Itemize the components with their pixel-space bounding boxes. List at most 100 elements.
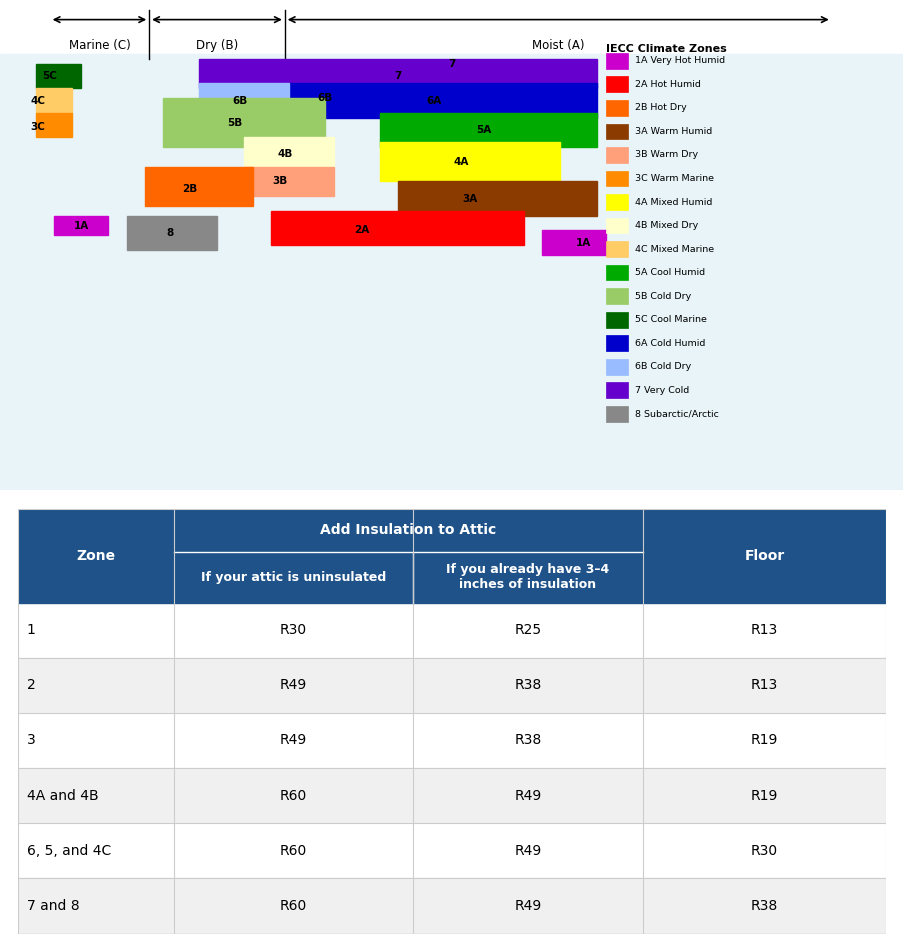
Text: 1A Very Hot Humid: 1A Very Hot Humid <box>634 57 724 65</box>
Bar <box>605 406 628 422</box>
Text: 6A Cold Humid: 6A Cold Humid <box>634 339 704 348</box>
Text: R60: R60 <box>280 788 307 802</box>
Bar <box>18 879 885 934</box>
Bar <box>605 265 628 280</box>
Text: 1A: 1A <box>575 238 590 248</box>
Text: 5A: 5A <box>476 124 490 135</box>
Text: 6A: 6A <box>426 95 441 106</box>
Text: 7 and 8: 7 and 8 <box>27 899 79 913</box>
Text: R30: R30 <box>750 844 777 858</box>
Text: 4B: 4B <box>276 149 293 159</box>
Text: R38: R38 <box>514 678 541 692</box>
Text: Zone: Zone <box>77 549 116 563</box>
Text: R13: R13 <box>750 623 777 637</box>
Text: 2B Hot Dry: 2B Hot Dry <box>634 104 685 112</box>
Text: 3C: 3C <box>31 123 45 133</box>
Text: 8 Subarctic/Arctic: 8 Subarctic/Arctic <box>634 409 718 419</box>
Text: IECC Climate Zones: IECC Climate Zones <box>605 44 726 54</box>
Bar <box>605 76 628 92</box>
Bar <box>18 509 885 552</box>
Bar <box>199 83 289 118</box>
Bar <box>605 124 628 140</box>
Text: Moist (A): Moist (A) <box>531 40 584 52</box>
Text: R25: R25 <box>514 623 541 637</box>
Text: R49: R49 <box>280 734 307 748</box>
Text: 4C: 4C <box>31 95 45 106</box>
Text: R19: R19 <box>749 788 777 802</box>
Text: R49: R49 <box>514 844 541 858</box>
Bar <box>605 171 628 187</box>
Text: 6B: 6B <box>318 93 332 103</box>
Bar <box>54 216 108 236</box>
Bar <box>18 658 885 713</box>
Text: R49: R49 <box>280 678 307 692</box>
Text: 2: 2 <box>27 678 35 692</box>
Text: Floor: Floor <box>743 549 784 563</box>
Bar <box>244 167 334 196</box>
Bar <box>289 83 596 118</box>
Text: 4C Mixed Marine: 4C Mixed Marine <box>634 244 713 254</box>
Bar <box>18 603 885 657</box>
Text: 5C Cool Marine: 5C Cool Marine <box>634 315 706 324</box>
Text: If your attic is uninsulated: If your attic is uninsulated <box>200 571 386 584</box>
Bar <box>18 768 885 823</box>
Text: 7 Very Cold: 7 Very Cold <box>634 386 688 395</box>
Bar <box>271 211 524 245</box>
Bar <box>397 181 596 216</box>
Text: 3C Warm Marine: 3C Warm Marine <box>634 174 712 183</box>
Text: 8: 8 <box>166 228 173 238</box>
Text: Dry (B): Dry (B) <box>196 40 237 52</box>
Bar <box>163 98 325 147</box>
Bar <box>18 713 885 768</box>
Text: R60: R60 <box>280 899 307 913</box>
Bar <box>379 142 560 181</box>
Bar <box>542 230 605 255</box>
Bar <box>126 216 217 250</box>
Bar <box>605 218 628 234</box>
Text: 3B Warm Dry: 3B Warm Dry <box>634 151 697 159</box>
Bar <box>174 509 642 552</box>
Text: 2A: 2A <box>354 225 368 236</box>
Text: 1: 1 <box>27 623 35 637</box>
Bar <box>605 312 628 327</box>
Bar <box>605 147 628 163</box>
Text: R49: R49 <box>514 788 541 802</box>
Text: 7: 7 <box>394 71 401 81</box>
Bar <box>18 509 174 603</box>
Text: 3B: 3B <box>273 176 287 187</box>
Text: 2B: 2B <box>182 184 197 194</box>
Text: 6B: 6B <box>232 95 247 106</box>
Text: 5B: 5B <box>228 118 242 127</box>
Bar <box>244 138 334 172</box>
Text: 1A: 1A <box>74 221 88 231</box>
Text: 4B Mixed Dry: 4B Mixed Dry <box>634 221 697 230</box>
Text: 6B Cold Dry: 6B Cold Dry <box>634 362 690 372</box>
Text: If you already have 3–4
inches of insulation: If you already have 3–4 inches of insula… <box>446 563 609 591</box>
Bar <box>0 54 903 490</box>
Bar <box>413 552 642 603</box>
Bar <box>144 167 253 206</box>
Bar <box>174 552 413 603</box>
Text: 7: 7 <box>448 58 455 69</box>
Text: 5B Cold Dry: 5B Cold Dry <box>634 291 690 301</box>
Bar <box>642 509 885 603</box>
Bar <box>605 241 628 256</box>
Text: R19: R19 <box>749 734 777 748</box>
Bar <box>605 336 628 351</box>
Bar <box>605 359 628 374</box>
Bar <box>36 113 72 138</box>
Text: 3A: 3A <box>462 193 477 204</box>
Bar <box>36 64 81 89</box>
Bar <box>379 113 596 147</box>
Text: R60: R60 <box>280 844 307 858</box>
Text: Add Insulation to Attic: Add Insulation to Attic <box>321 523 496 538</box>
Text: 3A Warm Humid: 3A Warm Humid <box>634 127 711 136</box>
Text: 4A: 4A <box>452 157 469 167</box>
Bar <box>605 383 628 398</box>
Text: R30: R30 <box>280 623 307 637</box>
Text: 6, 5, and 4C: 6, 5, and 4C <box>27 844 111 858</box>
Bar <box>199 58 596 89</box>
Text: 5C: 5C <box>42 71 57 81</box>
Bar <box>18 823 885 879</box>
Text: R38: R38 <box>514 734 541 748</box>
